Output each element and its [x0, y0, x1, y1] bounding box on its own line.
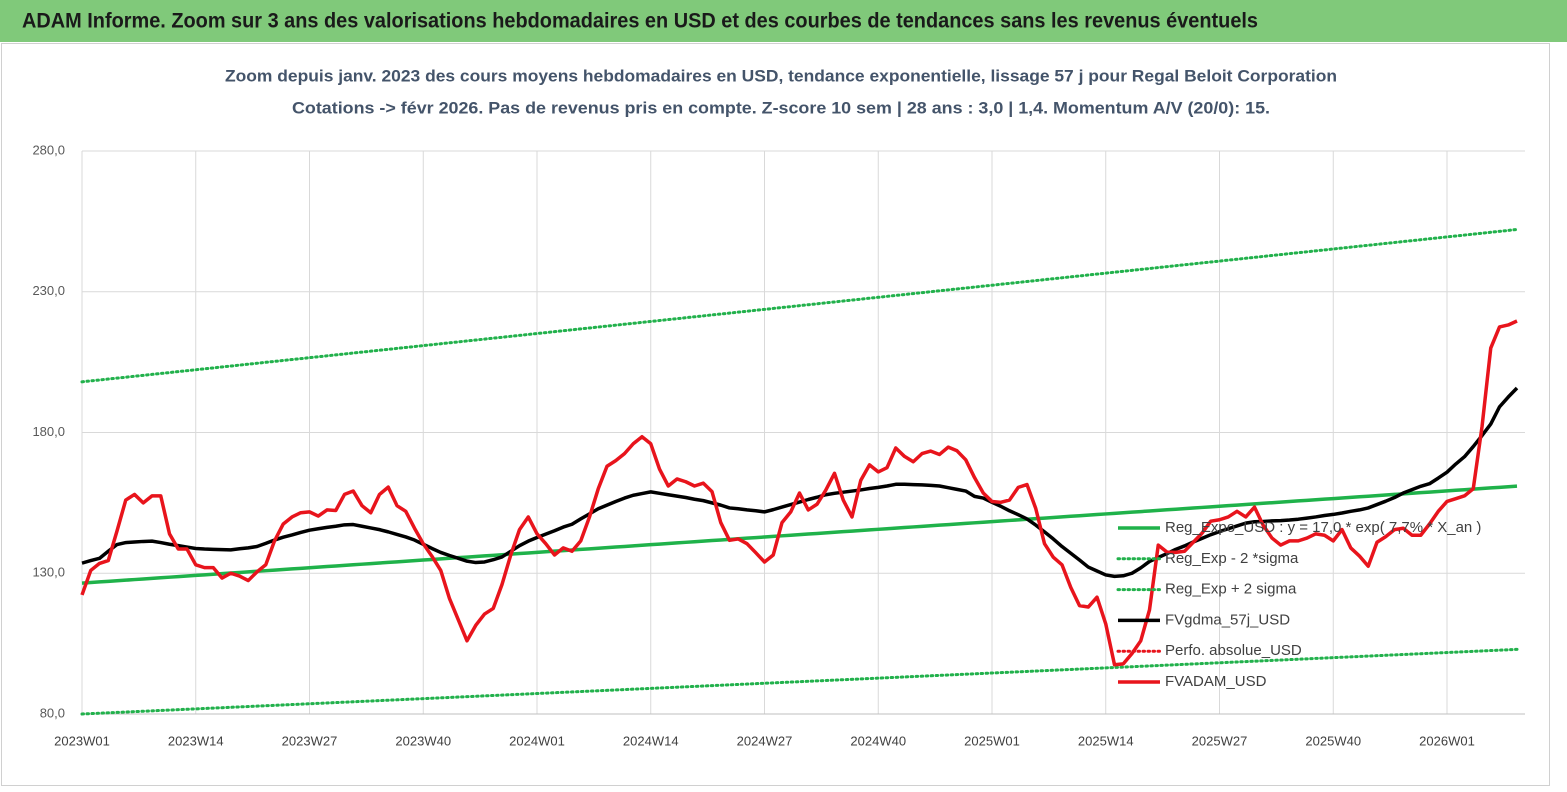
legend-label: Reg_Expo_USD : y = 17,0 * exp( 7,7% * X_… — [1165, 519, 1481, 536]
series-line — [80, 227, 1519, 384]
y-tick-label: 280,0 — [32, 142, 65, 157]
legend: Reg_Expo_USD : y = 17,0 * exp( 7,7% * X_… — [1116, 519, 1481, 690]
y-tick-label: 180,0 — [32, 424, 65, 439]
x-tick-label: 2024W40 — [850, 733, 906, 748]
legend-label: FVADAM_USD — [1165, 673, 1267, 690]
x-tick-label: 2025W01 — [964, 733, 1020, 748]
chart-frame — [1, 43, 1550, 786]
x-tick-label: 2023W40 — [395, 733, 451, 748]
x-tick-label: 2023W27 — [282, 733, 338, 748]
x-tick-label: 2025W27 — [1192, 733, 1248, 748]
grid: 80,0 130,0 180,0 230,0 280,0 2023W01 2023W14 20… — [32, 142, 1525, 748]
header-bar — [0, 0, 1567, 42]
x-tick-label: 2023W01 — [54, 733, 110, 748]
x-tick-label: 2026W01 — [1419, 733, 1475, 748]
plot — [80, 227, 1519, 716]
header-title: ADAM Informe. Zoom sur 3 ans des valoris… — [22, 10, 1258, 33]
chart-title: Zoom depuis janv. 2023 des cours moyens … — [225, 66, 1337, 85]
series-line — [81, 386, 1519, 579]
x-tick-label: 2025W40 — [1305, 733, 1361, 748]
x-tick-label: 2024W01 — [509, 733, 565, 748]
legend-label: Reg_Exp + 2 sigma — [1165, 581, 1297, 598]
x-tick-label: 2024W27 — [737, 733, 793, 748]
legend-label: Reg_Exp - 2 *sigma — [1165, 550, 1299, 567]
y-tick-label: 230,0 — [32, 283, 65, 298]
y-tick-label: 80,0 — [40, 705, 65, 720]
x-tick-label: 2025W14 — [1078, 733, 1134, 748]
series-line — [80, 319, 1518, 667]
x-tick-label: 2023W14 — [168, 733, 224, 748]
legend-label: FVgdma_57j_USD — [1165, 611, 1290, 628]
series-line — [80, 647, 1519, 716]
series-line — [81, 484, 1518, 585]
legend-label: Perfo. absolue_USD — [1165, 642, 1302, 659]
chart-subtitle: Cotations -> févr 2026. Pas de revenus p… — [292, 98, 1270, 117]
x-tick-label: 2024W14 — [623, 733, 679, 748]
y-tick-label: 130,0 — [32, 565, 65, 580]
